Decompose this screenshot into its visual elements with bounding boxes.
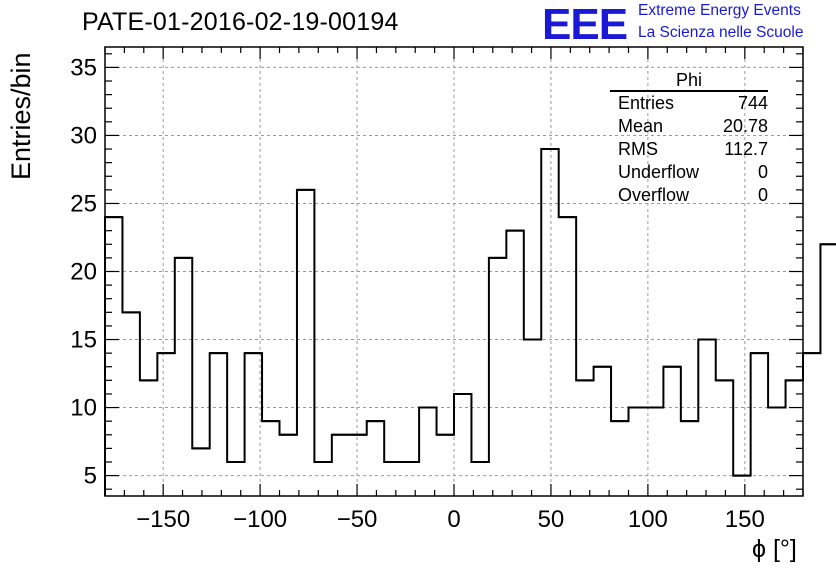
stats-label: Overflow: [618, 185, 690, 205]
stats-label: RMS: [618, 139, 658, 159]
stats-value: 20.78: [722, 116, 768, 136]
y-tick-label: 25: [70, 190, 97, 217]
stats-row-underflow: Underflow 0: [610, 161, 768, 184]
logo-line-1: Extreme Energy Events: [638, 2, 801, 19]
stats-row-mean: Mean 20.78: [610, 115, 768, 138]
x-tick-label: −100: [233, 506, 287, 533]
stats-value: 0: [757, 185, 768, 205]
y-axis-label: Entries/bin: [6, 52, 36, 180]
x-tick-label: 50: [538, 506, 565, 533]
stats-row-entries: Entries 744: [610, 92, 768, 115]
y-tick-label: 20: [70, 259, 97, 286]
x-tick-label: 150: [725, 506, 765, 533]
stats-label: Entries: [618, 93, 675, 113]
stats-label: Underflow: [618, 162, 700, 182]
x-tick-label: 100: [628, 506, 668, 533]
y-tick-label: 15: [70, 327, 97, 354]
y-tick-label: 10: [70, 395, 97, 422]
x-tick-label: −150: [136, 506, 190, 533]
stats-title: Phi: [610, 70, 768, 92]
stats-value: 112.7: [724, 139, 768, 159]
eee-logo: EEE: [542, 0, 628, 49]
y-tick-label: 35: [70, 54, 97, 81]
stats-row-rms: RMS 112.7: [610, 138, 768, 161]
logo-line-2: La Scienza nelle Scuole: [638, 24, 804, 41]
stats-label: Mean: [618, 116, 664, 136]
stats-box: Phi Entries 744 Mean 20.78 RMS 112.7 Und…: [610, 70, 768, 207]
y-tick-label: 30: [70, 122, 97, 149]
stats-value: 744: [737, 93, 768, 113]
x-tick-label: 0: [447, 506, 460, 533]
stats-value: 0: [757, 162, 768, 182]
y-tick-label: 5: [84, 463, 97, 490]
chart-title: PATE-01-2016-02-19-00194: [82, 8, 399, 36]
x-axis-label: ϕ [°]: [752, 535, 797, 563]
x-tick-label: −50: [337, 506, 378, 533]
stats-row-overflow: Overflow 0: [610, 184, 768, 207]
